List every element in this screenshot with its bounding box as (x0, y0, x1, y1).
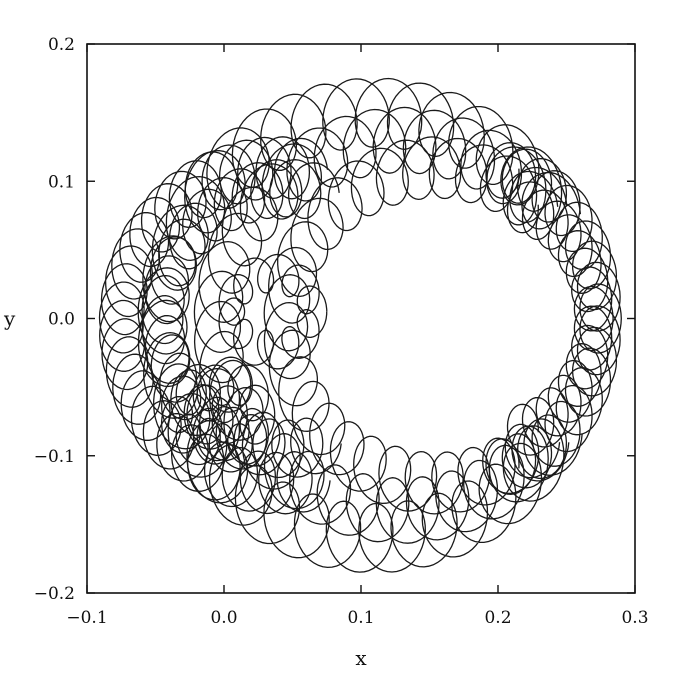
y-tick-label: 0.2 (48, 35, 75, 55)
tick-labels: −0.1 0.0 0.1 0.2 0.3 −0.2 −0.1 0.0 0.1 0.2 (34, 35, 649, 628)
trajectory-curve (263, 136, 561, 515)
trajectory-curve (193, 106, 570, 544)
x-axis-label: x (355, 646, 367, 670)
axis-ticks (86, 43, 636, 594)
trajectory-curve (506, 181, 614, 456)
trajectory-curve (137, 77, 583, 573)
y-tick-label: 0.1 (48, 172, 75, 192)
trajectory-curve (160, 363, 248, 466)
y-tick-label: 0.0 (48, 310, 75, 330)
trajectory-curve (141, 159, 342, 479)
y-tick-label: −0.2 (34, 584, 75, 604)
trajectory-curve (218, 253, 328, 370)
x-tick-label: −0.1 (66, 608, 107, 628)
trajectory-curves (98, 77, 622, 573)
y-axis-label: y (3, 307, 16, 331)
trajectory-curve (485, 142, 622, 495)
x-tick-label: 0.1 (347, 608, 374, 628)
y-tick-label: −0.1 (34, 447, 75, 467)
plot-frame (86, 43, 636, 594)
x-tick-label: 0.0 (210, 608, 237, 628)
x-tick-label: 0.3 (621, 608, 648, 628)
trajectory-curve (98, 136, 331, 515)
x-tick-label: 0.2 (484, 608, 511, 628)
